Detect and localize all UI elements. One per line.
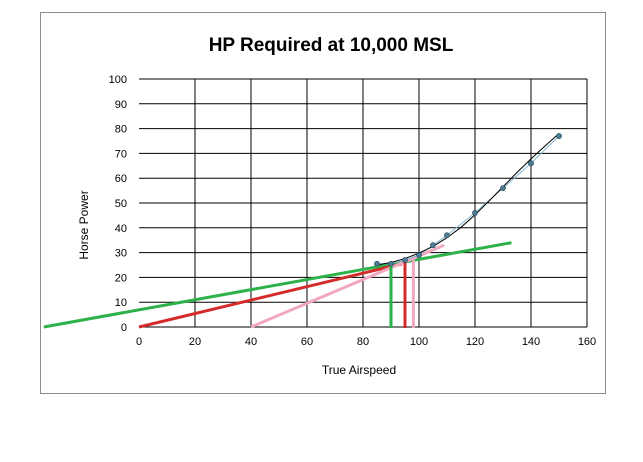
x-tick-label: 40 — [245, 336, 257, 348]
tangent-line — [43, 241, 512, 329]
data-connector-line — [377, 135, 560, 265]
tangent-line — [250, 243, 445, 329]
y-tick-label: 0 — [121, 322, 127, 334]
data-point — [528, 160, 534, 167]
y-tick-label: 70 — [115, 148, 127, 160]
series — [43, 133, 562, 329]
grid — [139, 78, 588, 328]
data-point — [500, 185, 506, 192]
y-tick-label: 100 — [109, 74, 127, 86]
x-axis-title: True Airspeed — [322, 363, 396, 377]
x-tick-label: 160 — [578, 336, 596, 348]
y-tick-label: 40 — [115, 223, 127, 235]
y-tick-label: 60 — [115, 173, 127, 185]
data-point — [430, 242, 436, 249]
x-tick-label: 80 — [357, 336, 369, 348]
data-point — [472, 210, 478, 216]
x-tick-label: 20 — [189, 336, 201, 348]
y-tick-label: 50 — [115, 198, 127, 210]
chart-svg: HP Required at 10,000 MSL 0 10 20 30 40 50 60 7… — [43, 35, 597, 377]
y-tick-label: 10 — [115, 297, 127, 309]
x-tick-label: 60 — [301, 336, 313, 348]
x-tick-label: 100 — [410, 336, 428, 348]
data-point — [416, 252, 422, 258]
y-tick-label: 20 — [115, 272, 127, 284]
chart-area: HP Required at 10,000 MSL 0 10 20 30 40 50 60 7… — [40, 12, 606, 394]
data-point — [374, 260, 380, 267]
y-tick-label: 80 — [115, 124, 127, 136]
data-point — [402, 257, 408, 263]
tangent-line — [138, 262, 403, 329]
chart-title: HP Required at 10,000 MSL — [209, 35, 454, 56]
trend-curve — [376, 133, 560, 266]
data-point — [388, 260, 394, 267]
x-tick-label: 0 — [136, 336, 142, 348]
data-point — [444, 232, 450, 239]
x-tick-label: 120 — [466, 336, 484, 348]
data-point — [556, 133, 562, 139]
x-tick-label: 140 — [522, 336, 540, 348]
y-tick-label: 30 — [115, 248, 127, 260]
y-axis-title: Horse Power — [77, 190, 91, 259]
tick-labels: 0 10 20 30 40 50 60 70 80 90 100 0 20 40 60 80 100 120 140… — [109, 74, 597, 348]
y-tick-label: 90 — [115, 99, 127, 111]
